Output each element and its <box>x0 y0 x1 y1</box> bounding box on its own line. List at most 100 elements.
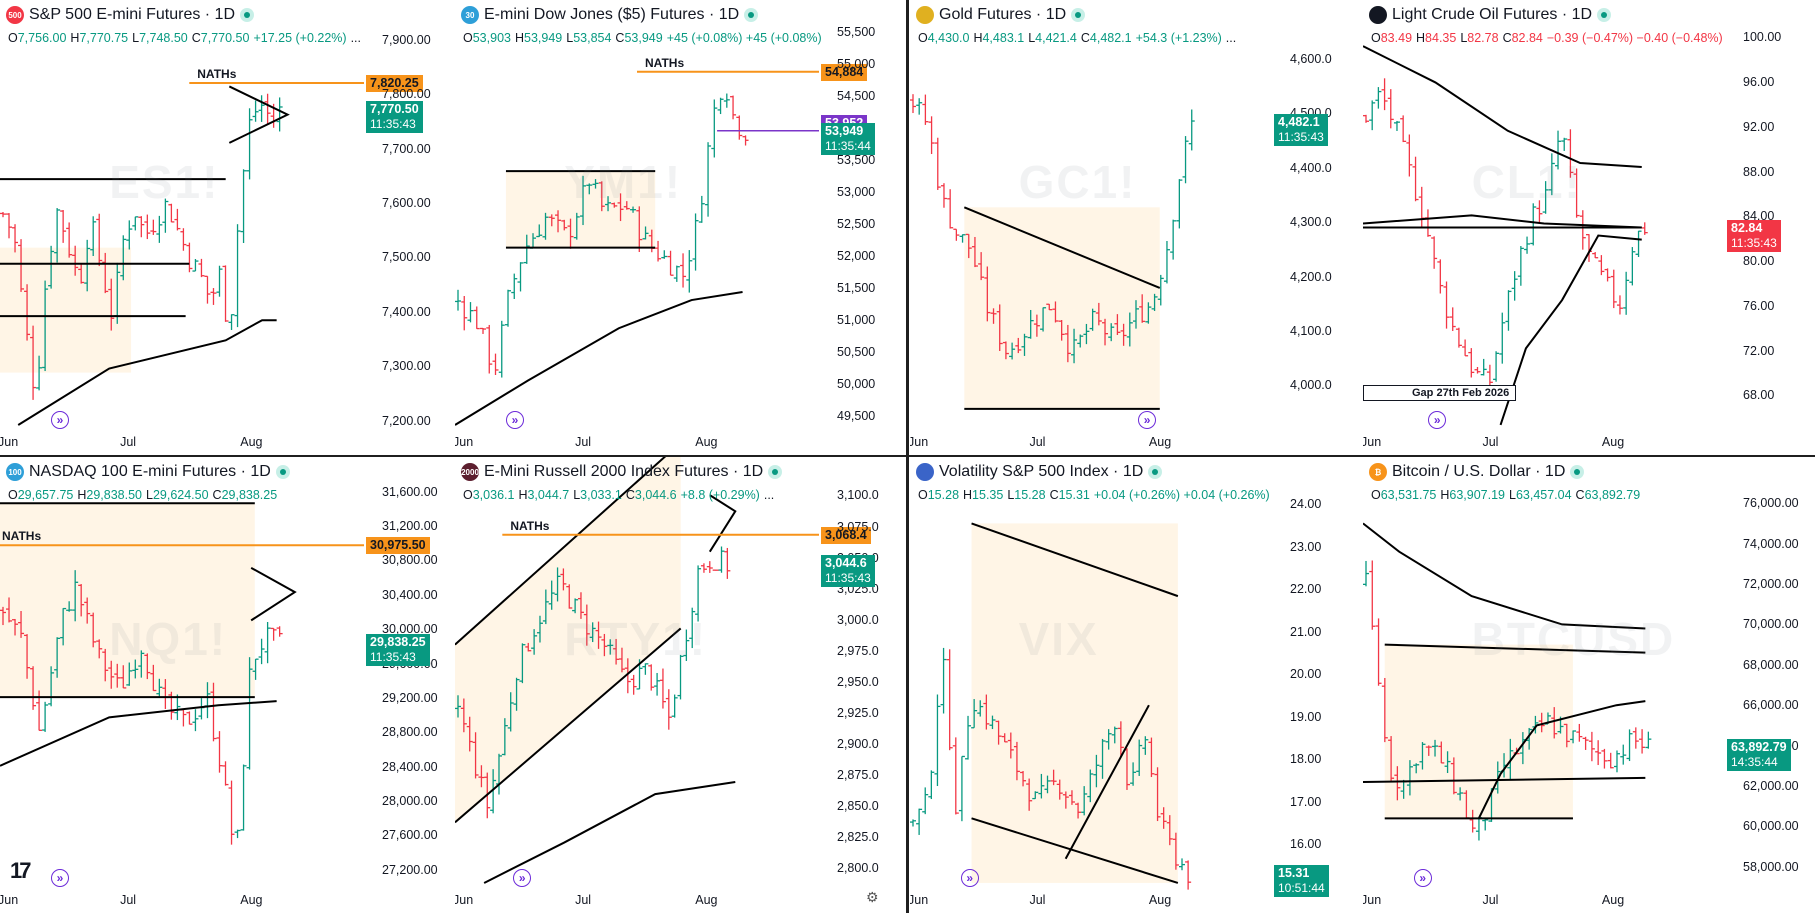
ohlc-bar <box>1632 727 1639 749</box>
price-tick-label: 30,000.00 <box>382 622 438 637</box>
chart-pane-btc[interactable]: BTCUSD 76,000.00 74,000.00 72,000.00 70,000.… <box>1363 457 1815 913</box>
ohlc-bar <box>1626 729 1633 762</box>
ohlc-l: 3,033.1 <box>580 488 622 502</box>
ohlc-key: O <box>8 31 18 45</box>
jump-to-realtime-icon[interactable]: » <box>513 869 532 887</box>
chart-pane-ym[interactable]: YM1!NATHs54,88453,95255,50055,00054,5005… <box>455 0 909 455</box>
ohlc-key: L <box>1028 31 1036 45</box>
pane-divider[interactable] <box>906 0 909 913</box>
ohlc-o: 63,531.75 <box>1380 488 1437 502</box>
ohlc-more[interactable]: ... <box>1225 31 1237 45</box>
ohlc-bar <box>1406 134 1413 177</box>
triangle-pattern <box>228 85 290 144</box>
chart-canvas[interactable] <box>910 0 1362 455</box>
chart-canvas[interactable] <box>1363 457 1815 913</box>
ohlc-bar <box>270 627 277 641</box>
ohlc-bar <box>42 280 49 372</box>
symbol-header[interactable]: ₿ Bitcoin / U.S. Dollar · 1D <box>1369 463 1585 481</box>
ohlc-l: 63,457.04 <box>1515 488 1572 502</box>
symbol-header[interactable]: 500 S&P 500 E-mini Futures · 1D <box>6 6 255 24</box>
chart-pane-es[interactable]: ES1! NATHs 7,820.25 7,900.00 7,800.00 7,700.0… <box>0 0 454 455</box>
ohlc-h: 3,044.7 <box>527 488 570 502</box>
ohlc-more[interactable]: ... <box>763 488 775 502</box>
ohlc-o: 3,036.1 <box>472 488 515 502</box>
tradingview-logo-icon[interactable]: 17 <box>10 858 32 883</box>
trend-line <box>1363 776 1646 783</box>
ohlc-bar <box>192 709 199 732</box>
ohlc-bar <box>712 569 719 571</box>
chart-pane-gc[interactable]: GC1!4,600.04,500.04,400.04,300.04,200.04… <box>910 0 1362 455</box>
ohlc-bar <box>1126 312 1133 347</box>
price-tick-label: 76.00 <box>1743 298 1775 313</box>
trend-line <box>1064 704 1150 860</box>
ohlc-bar <box>742 135 749 146</box>
ohlc-bar <box>1068 790 1075 805</box>
jump-to-realtime-icon[interactable]: » <box>1413 869 1432 887</box>
symbol-header[interactable]: Volatility S&P 500 Index · 1D <box>916 463 1163 481</box>
ohlc-more[interactable]: ... <box>350 31 361 45</box>
jump-to-realtime-icon[interactable]: » <box>1428 411 1447 429</box>
chart-canvas[interactable] <box>0 457 454 913</box>
ohlc-bar <box>636 206 643 252</box>
ohlc-bar <box>995 720 1002 745</box>
jump-to-realtime-icon[interactable]: » <box>50 411 69 429</box>
symbol-watermark: NQ1! <box>109 613 228 666</box>
ohlc-change: −0.39 (−0.47%) −0.40 (−0.48%) <box>1546 31 1723 45</box>
ohlc-bar <box>90 216 97 257</box>
ohlc-bar <box>1050 769 1057 786</box>
ohlc-legend: O3,036.1 H3,044.7 L3,033.1 C3,044.6 +8.8 (+0… <box>463 488 774 502</box>
symbol-header[interactable]: Gold Futures · 1D <box>916 6 1086 24</box>
symbol-title: Light Crude Oil Futures · 1D <box>1392 6 1593 23</box>
symbol-title: E-Mini Russell 2000 Index Futures · 1D <box>484 463 764 480</box>
symbol-header[interactable]: 2000 E-Mini Russell 2000 Index Futures · … <box>461 463 783 481</box>
symbol-logo-icon: 100 <box>6 463 24 481</box>
ohlc-bar <box>1163 240 1170 284</box>
ohlc-bar <box>1099 738 1106 779</box>
ohlc-bar <box>1413 763 1420 774</box>
ohlc-bar <box>156 678 163 697</box>
ohlc-bar <box>84 597 91 624</box>
chart-canvas[interactable] <box>455 457 909 913</box>
settings-icon[interactable]: ⚙ <box>866 889 879 905</box>
chart-pane-vix[interactable]: VIX 24.00 23.00 22.00 21.00 20.00 19.00 18.00 17… <box>910 457 1362 913</box>
ohlc-bar <box>1182 136 1189 184</box>
ohlc-o: 53,903 <box>472 31 511 45</box>
jump-to-realtime-icon[interactable]: » <box>1138 411 1157 429</box>
price-tick-label: 2,975.0 <box>837 643 879 658</box>
chart-pane-cl[interactable]: CL1! Gap 27th Feb 2026 100.00 96.00 92.00 88.… <box>1363 0 1815 455</box>
ohlc-key: O <box>1371 31 1381 45</box>
chart-canvas[interactable] <box>0 0 454 455</box>
ohlc-bar <box>928 116 935 155</box>
ohlc-c: 82.84 <box>1511 31 1543 45</box>
chart-canvas[interactable] <box>910 457 1362 913</box>
chart-pane-nq[interactable]: NQ1! NATHs 30,975.50 31,600.00 31,200.00 30,8… <box>0 457 454 913</box>
ohlc-key: C <box>1080 31 1090 45</box>
ohlc-bar <box>0 606 6 626</box>
ohlc-bar <box>1588 731 1595 762</box>
price-tick-label: 2,875.0 <box>837 768 879 783</box>
jump-to-realtime-icon[interactable]: » <box>50 869 69 887</box>
price-tick-label: 7,900.00 <box>382 32 431 47</box>
ohlc-bar <box>1363 560 1369 587</box>
symbol-header[interactable]: 30 E-mini Dow Jones ($5) Futures · 1D <box>461 6 759 24</box>
chart-canvas[interactable] <box>455 0 909 455</box>
ohlc-bar <box>1400 115 1407 143</box>
current-price-tag: 29,838.25 11:35:43 <box>366 634 430 667</box>
symbol-header[interactable]: 100 NASDAQ 100 E-mini Futures · 1D <box>6 463 290 481</box>
ohlc-bar <box>536 615 543 643</box>
ohlc-bar <box>222 265 229 322</box>
ohlc-bar <box>1393 120 1400 131</box>
ohlc-bar <box>717 97 724 115</box>
time-axis-label: Jul <box>120 893 137 907</box>
ohlc-bar <box>1172 832 1179 870</box>
range-box <box>0 503 255 698</box>
chart-canvas[interactable] <box>1363 0 1815 455</box>
chart-pane-rty[interactable]: RTY1!NATHs3,068.43,100.03,075.03,050.03,… <box>455 457 909 913</box>
jump-to-realtime-icon[interactable]: » <box>960 869 979 887</box>
ohlc-bar <box>554 567 561 602</box>
symbol-watermark: CL1! <box>1471 155 1582 208</box>
ohlc-bar <box>1062 791 1069 809</box>
symbol-header[interactable]: Light Crude Oil Futures · 1D <box>1369 6 1612 24</box>
jump-to-realtime-icon[interactable]: » <box>505 411 524 429</box>
moving-average-line <box>17 319 277 426</box>
